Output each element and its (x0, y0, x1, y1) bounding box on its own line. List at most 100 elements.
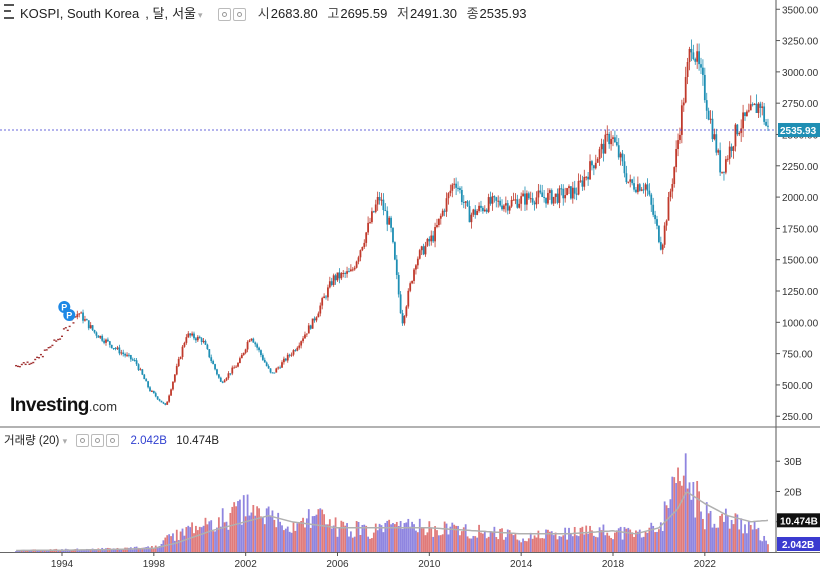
candle-body (476, 210, 479, 215)
investing-logo: Investing.com (10, 395, 117, 417)
candle-body (614, 137, 616, 142)
candle-body (206, 344, 209, 350)
eye-icon[interactable] (218, 8, 232, 22)
gear-icon[interactable] (233, 8, 247, 22)
volume-bar (617, 528, 620, 552)
candle-body (95, 332, 98, 336)
x-tick-label: 2014 (510, 559, 533, 570)
gear-icon[interactable] (91, 434, 105, 448)
volume-bar (80, 550, 83, 552)
bars-icon[interactable] (4, 4, 14, 19)
candle-body (300, 341, 303, 346)
volume-settings-icons[interactable] (76, 434, 121, 448)
volume-bar (271, 510, 274, 552)
candle-body (267, 366, 270, 369)
candle-body (726, 158, 729, 160)
candle-body (571, 187, 574, 199)
volume-bar (149, 547, 151, 552)
volume-bar (493, 526, 496, 552)
candle-body (179, 356, 182, 359)
candle-body (233, 367, 236, 369)
volume-bar (393, 524, 396, 552)
candle-body (124, 354, 127, 356)
volume-bar (235, 506, 237, 552)
volume-bar (233, 502, 236, 552)
y-tick-label: 3250.00 (782, 37, 819, 48)
volume-bar (311, 516, 314, 552)
candle-body (656, 219, 658, 226)
candle-body (372, 211, 375, 213)
candle-body (659, 242, 662, 250)
candle-body (214, 364, 216, 370)
volume-bar (688, 482, 691, 552)
volume-bar (296, 523, 299, 552)
candle-body (700, 64, 702, 68)
volume-ma-line (16, 491, 769, 552)
chevron-down-icon[interactable]: ▾ (198, 10, 203, 20)
volume-bar (497, 539, 500, 552)
candle-body (462, 202, 465, 204)
volume-bar (694, 517, 697, 552)
volume-bar (575, 535, 578, 552)
candle-body (332, 275, 335, 285)
volume-bar (659, 522, 662, 552)
candle-body (575, 193, 578, 195)
low-label: 저 (396, 6, 409, 21)
volume-bar (411, 521, 414, 552)
volume-bar (705, 502, 708, 552)
candle-body (340, 273, 343, 279)
candle-body (667, 197, 670, 221)
volume-bar (753, 521, 756, 552)
candle-body (147, 381, 149, 388)
candle-body (447, 193, 450, 199)
candle-body (747, 110, 750, 112)
candle-body (110, 344, 113, 349)
volume-bar (524, 540, 526, 552)
candle-body (108, 341, 111, 345)
volume-bar (254, 515, 257, 552)
chevron-down-icon[interactable]: ▾ (62, 436, 68, 446)
candle-body (751, 104, 754, 106)
volume-bar (103, 550, 105, 552)
candle-body (189, 333, 192, 336)
volume-bar (545, 529, 547, 552)
volume-bar (250, 512, 253, 552)
candle-body (562, 188, 565, 199)
close-icon[interactable] (106, 434, 120, 448)
interval-label[interactable]: 달 (152, 6, 165, 21)
volume-bar (206, 524, 209, 552)
candle-body (80, 312, 83, 314)
volume-bar (344, 525, 347, 552)
candle-body (585, 176, 588, 178)
volume-bar (573, 526, 576, 552)
candle-body (742, 112, 744, 129)
candle-body (489, 197, 492, 204)
candle-body (596, 158, 599, 163)
candle-body (424, 245, 427, 255)
volume-bar (198, 526, 201, 552)
close-value: 2535.93 (479, 6, 527, 21)
volume-bar (424, 535, 427, 552)
volume-bar (84, 549, 86, 552)
candle-body (487, 197, 490, 212)
eye-icon[interactable] (76, 434, 90, 448)
visibility-settings-icons[interactable] (218, 6, 248, 22)
candle-body (428, 238, 431, 242)
volume-bar (286, 526, 289, 552)
candle-body (283, 358, 285, 363)
volume-bar (428, 521, 431, 552)
candle-body (82, 312, 84, 321)
volume-bar (627, 527, 630, 552)
logo-suffix: .com (88, 399, 118, 414)
candle-body (363, 242, 366, 247)
candle-body (252, 338, 255, 343)
volume-bar (635, 530, 637, 552)
volume-bar (470, 538, 473, 552)
volume-bar (189, 527, 192, 552)
volume-bar (485, 538, 488, 552)
volume-bar (237, 501, 239, 552)
volume-bar (70, 549, 73, 552)
candle-body (145, 379, 148, 382)
candle-body (608, 133, 611, 145)
